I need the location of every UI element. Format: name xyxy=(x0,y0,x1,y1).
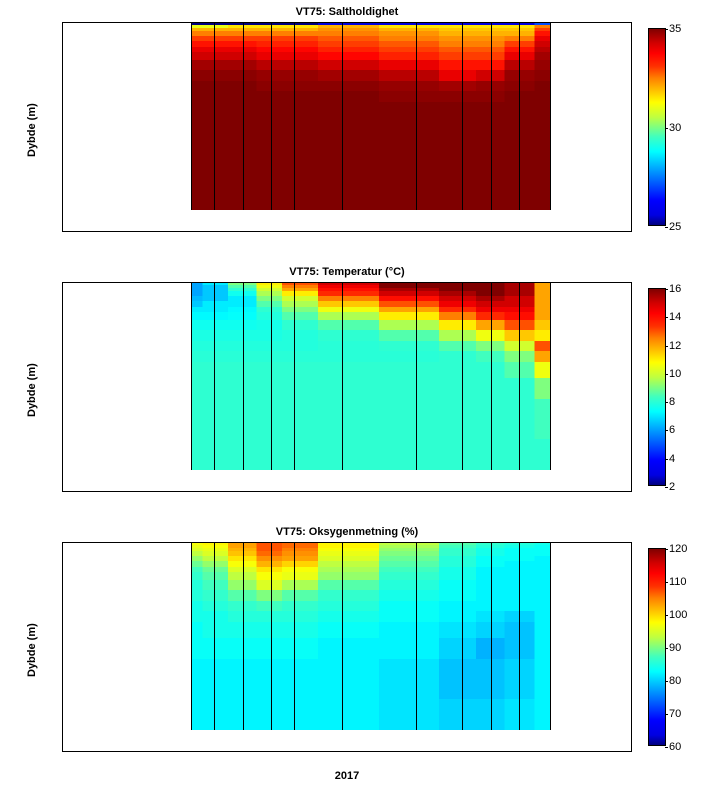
figure: VT75: Saltholdighet05010015020001/0101/0… xyxy=(0,0,726,794)
xtick-label: 01/01 xyxy=(62,751,77,752)
heatmap-salinity xyxy=(191,23,550,210)
ylabel: Dybde (m) xyxy=(26,363,38,417)
xtick-label: 01/02 xyxy=(97,491,125,492)
colorbar-tick-label: 100 xyxy=(665,609,687,621)
xtick-label: 01/09 xyxy=(429,751,457,752)
xtick-label: 01/05 xyxy=(239,751,267,752)
profile-line xyxy=(416,23,417,210)
xtick-label: 01/01 xyxy=(619,231,632,232)
profile-line xyxy=(491,23,492,210)
title-salinity: VT75: Saltholdighet xyxy=(62,6,632,18)
heatmap-oxygen xyxy=(191,543,550,730)
title-oxygen: VT75: Oksygenmetning (%) xyxy=(62,526,632,538)
xtick-label: 01/08 xyxy=(382,231,410,232)
xtick-label: 01/06 xyxy=(287,491,315,492)
profile-line xyxy=(416,543,417,730)
xtick-label: 01/11 xyxy=(525,751,552,752)
axes-temperature: 05010015020001/0101/0201/0301/0401/0501/… xyxy=(62,282,632,492)
profile-line xyxy=(191,23,192,210)
xtick-label: 01/01 xyxy=(62,231,77,232)
xtick-label: 01/04 xyxy=(192,491,220,492)
xtick-label: 01/09 xyxy=(429,491,457,492)
panel-oxygen: VT75: Oksygenmetning (%)05010015020001/0… xyxy=(0,528,726,788)
xtick-label: 01/08 xyxy=(382,491,410,492)
ytick-label: 200 xyxy=(62,487,63,492)
xtick-label: 01/10 xyxy=(477,491,505,492)
axes-oxygen: 05010015020001/0101/0201/0301/0401/0501/… xyxy=(62,542,632,752)
profile-line xyxy=(491,543,492,730)
xtick-label: 01/10 xyxy=(477,751,505,752)
xtick-label: 01/11 xyxy=(525,231,552,232)
colorbar-tick-label: 120 xyxy=(665,543,687,555)
xtick-label: 01/12 xyxy=(572,751,600,752)
profile-line xyxy=(342,283,343,470)
xtick-label: 01/03 xyxy=(144,491,172,492)
title-temperature: VT75: Temperatur (°C) xyxy=(62,266,632,278)
profile-line xyxy=(271,23,272,210)
heatmap-temperature xyxy=(191,283,550,470)
profile-line xyxy=(271,283,272,470)
colorbar-oxygen: 60708090100110120 xyxy=(648,548,666,746)
profile-line xyxy=(550,23,551,210)
profile-line xyxy=(550,283,551,470)
ylabel: Dybde (m) xyxy=(26,103,38,157)
profile-line xyxy=(491,283,492,470)
xtick-label: 01/04 xyxy=(192,751,220,752)
profile-line xyxy=(243,23,244,210)
xtick-label: 01/09 xyxy=(429,231,457,232)
xtick-label: 01/12 xyxy=(572,231,600,232)
profile-line xyxy=(550,543,551,730)
xtick-label: 01/12 xyxy=(572,491,600,492)
colorbar-tick-label: 110 xyxy=(665,576,687,588)
profile-line xyxy=(462,283,463,470)
profile-line xyxy=(462,23,463,210)
profile-line xyxy=(519,283,520,470)
panel-temperature: VT75: Temperatur (°C)05010015020001/0101… xyxy=(0,268,726,528)
xtick-label: 01/01 xyxy=(62,491,77,492)
xtick-label: 01/05 xyxy=(239,491,267,492)
ytick-label: 200 xyxy=(62,227,63,232)
profile-line xyxy=(214,543,215,730)
xtick-label: 01/05 xyxy=(239,231,267,232)
xtick-label: 01/06 xyxy=(287,751,315,752)
xlabel: 2017 xyxy=(62,770,632,782)
profile-line xyxy=(519,23,520,210)
xtick-label: 01/02 xyxy=(97,751,125,752)
profile-line xyxy=(416,283,417,470)
xtick-label: 01/11 xyxy=(525,491,552,492)
xtick-label: 01/06 xyxy=(287,231,315,232)
profile-line xyxy=(271,543,272,730)
profile-line xyxy=(294,283,295,470)
profile-line xyxy=(294,23,295,210)
profile-line xyxy=(462,543,463,730)
colorbar-temperature: 246810121416 xyxy=(648,288,666,486)
profile-line xyxy=(519,543,520,730)
profile-line xyxy=(191,283,192,470)
xtick-label: 01/08 xyxy=(382,751,410,752)
profile-line xyxy=(342,23,343,210)
profile-line xyxy=(191,543,192,730)
profile-line xyxy=(243,543,244,730)
xtick-label: 01/07 xyxy=(334,231,362,232)
axes-salinity: 05010015020001/0101/0201/0301/0401/0501/… xyxy=(62,22,632,232)
xtick-label: 01/01 xyxy=(619,491,632,492)
colorbar-salinity: 253035 xyxy=(648,28,666,226)
xtick-label: 01/02 xyxy=(97,231,125,232)
panel-salinity: VT75: Saltholdighet05010015020001/0101/0… xyxy=(0,8,726,268)
xtick-label: 01/03 xyxy=(144,751,172,752)
ytick-label: 200 xyxy=(62,747,63,752)
xtick-label: 01/04 xyxy=(192,231,220,232)
ylabel: Dybde (m) xyxy=(26,623,38,677)
xtick-label: 01/01 xyxy=(619,751,632,752)
profile-line xyxy=(214,283,215,470)
xtick-label: 01/07 xyxy=(334,751,362,752)
xtick-label: 01/10 xyxy=(477,231,505,232)
profile-line xyxy=(214,23,215,210)
xtick-label: 01/07 xyxy=(334,491,362,492)
profile-line xyxy=(294,543,295,730)
profile-line xyxy=(342,543,343,730)
xtick-label: 01/03 xyxy=(144,231,172,232)
profile-line xyxy=(243,283,244,470)
